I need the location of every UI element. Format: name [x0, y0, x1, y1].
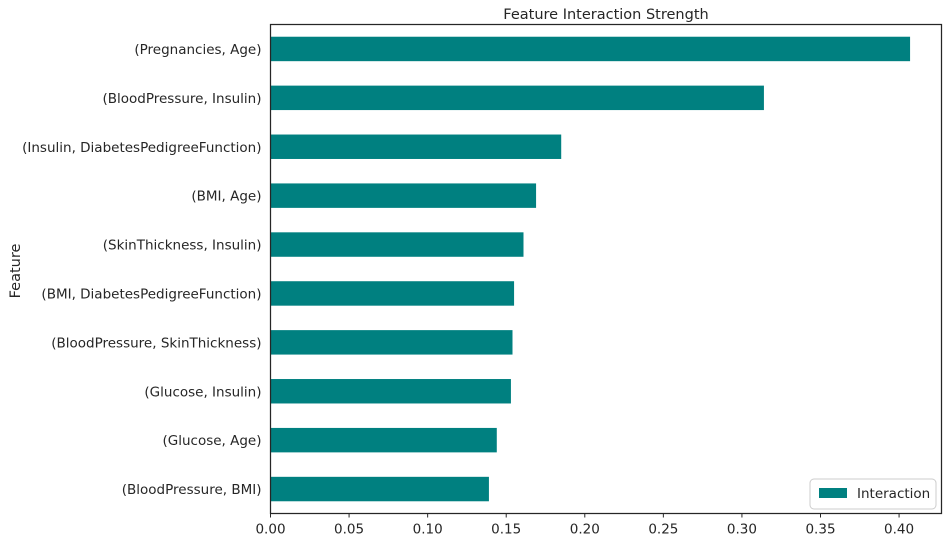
y-tick-label: (Pregnancies, Age) [134, 42, 261, 58]
bar [270, 427, 497, 453]
x-tick-label: 0.35 [805, 522, 835, 538]
y-tick-label: (BMI, DiabetesPedigreeFunction) [41, 286, 261, 302]
y-tick-label: (Insulin, DiabetesPedigreeFunction) [22, 140, 261, 156]
y-tick-label: (BloodPressure, BMI) [122, 482, 262, 498]
y-tick-label: (Glucose, Insulin) [144, 384, 261, 400]
bar [270, 232, 524, 257]
y-tick-label: (SkinThickness, Insulin) [103, 238, 262, 254]
bar [270, 183, 537, 208]
y-tick-label: (Glucose, Age) [162, 433, 261, 449]
bar [270, 476, 489, 502]
x-tick-label: 0.40 [884, 522, 914, 538]
legend-swatch [819, 488, 847, 498]
legend-label: Interaction [857, 486, 930, 502]
legend: Interaction [809, 478, 937, 510]
y-tick-label: (BloodPressure, Insulin) [102, 91, 261, 107]
x-tick-label: 0.10 [413, 522, 443, 538]
bar [270, 134, 562, 159]
bar [270, 281, 515, 306]
x-tick-label: 0.20 [570, 522, 600, 538]
x-tick-label: 0.05 [334, 522, 364, 538]
y-axis-label: Feature [8, 244, 24, 299]
y-tick-label: (BloodPressure, SkinThickness) [51, 335, 261, 351]
chart-title: Feature Interaction Strength [503, 7, 708, 23]
x-tick-label: 0.00 [255, 522, 285, 538]
bars-group [270, 36, 911, 502]
bar [270, 85, 764, 111]
x-tick-label: 0.25 [648, 522, 678, 538]
x-ticks: 0.00 0.05 0.10 0.15 0.20 0.25 0.30 0.35 0.40 [255, 513, 914, 538]
bar [270, 379, 511, 404]
x-tick-label: 0.15 [491, 522, 521, 538]
y-tick-labels: (Pregnancies, Age) (BloodPressure, Insuli… [22, 42, 261, 498]
bar [270, 330, 513, 355]
y-tick-label: (BMI, Age) [191, 189, 261, 205]
x-tick-label: 0.30 [727, 522, 757, 538]
legend-box [809, 478, 937, 510]
plot-frame [269, 23, 943, 515]
bar [270, 36, 911, 62]
